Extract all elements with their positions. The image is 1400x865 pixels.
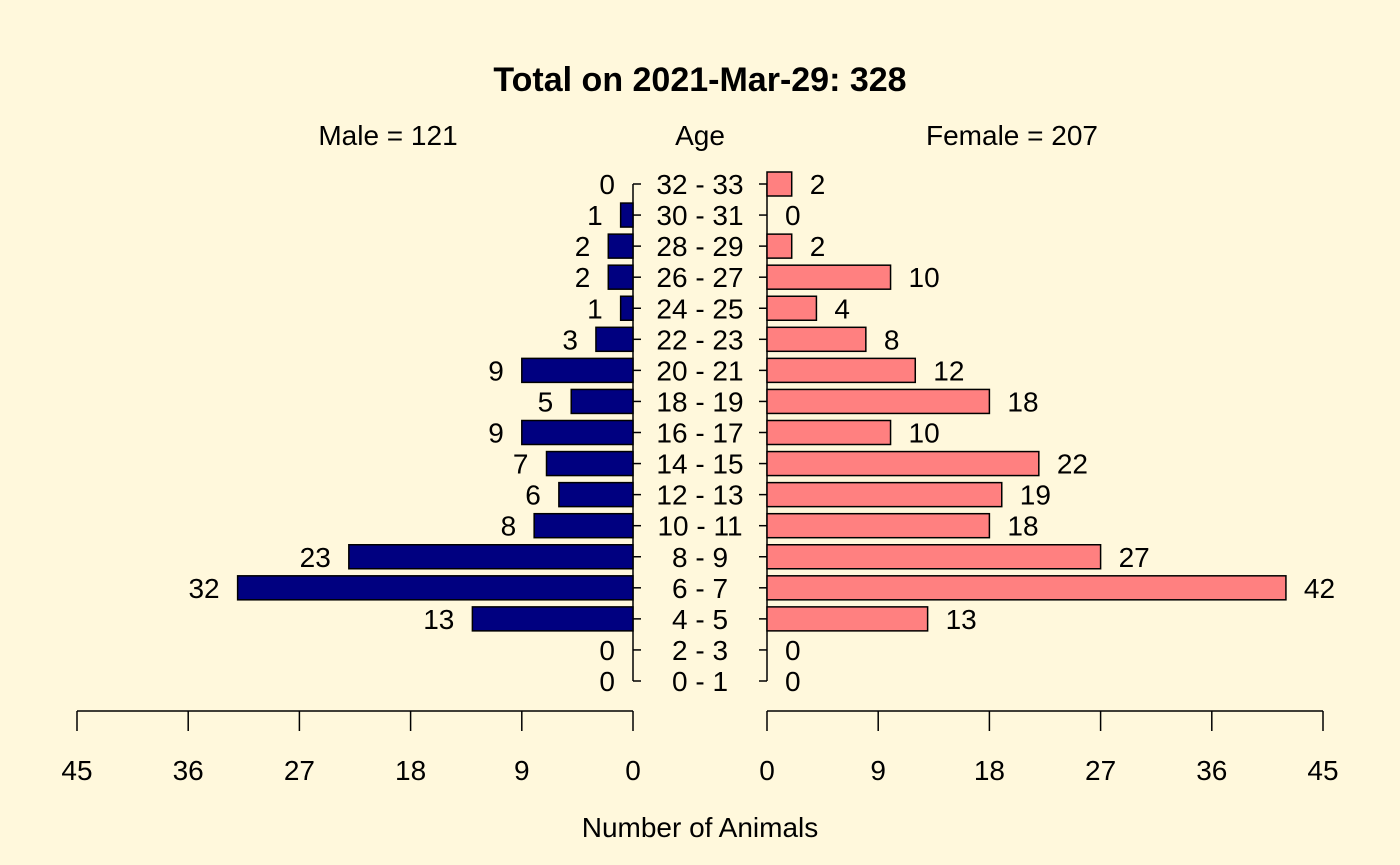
male-value-label: 0 — [599, 169, 615, 200]
male-value-label: 3 — [562, 324, 578, 355]
male-bar — [471, 606, 634, 632]
male-value-label: 0 — [599, 666, 615, 697]
male-bar — [521, 357, 634, 384]
male-value-label: 13 — [423, 604, 454, 635]
female-value-label: 27 — [1119, 542, 1150, 573]
male-bar — [533, 512, 634, 539]
female-value-label: 42 — [1304, 573, 1335, 604]
male-value-label: 0 — [599, 635, 615, 666]
age-category-label: 20 - 21 — [656, 355, 743, 386]
age-category-label: 24 - 25 — [656, 293, 743, 324]
male-value-label: 8 — [501, 511, 517, 542]
x-axis-label: Number of Animals — [582, 812, 819, 843]
male-value-label: 5 — [538, 386, 554, 417]
female-value-label: 12 — [933, 355, 964, 386]
female-bar — [766, 357, 917, 384]
age-category-label: 10 - 11 — [657, 511, 742, 542]
female-value-label: 8 — [884, 324, 900, 355]
female-bar — [766, 295, 818, 321]
male-bar — [236, 575, 634, 601]
female-bar — [766, 388, 991, 415]
male-x-tick-label: 9 — [514, 755, 530, 786]
female-x-tick-label: 0 — [759, 755, 775, 786]
male-x-tick-label: 45 — [61, 755, 92, 786]
male-bar — [521, 419, 634, 446]
female-bar — [766, 264, 892, 290]
male-bar — [619, 295, 634, 321]
female-bar — [766, 606, 929, 632]
male-bar — [619, 202, 634, 228]
female-value-label: 18 — [1007, 511, 1038, 542]
male-bar — [348, 544, 634, 570]
female-bar — [766, 481, 1003, 508]
age-category-label: 4 - 5 — [672, 604, 728, 635]
female-value-label: 22 — [1057, 449, 1088, 480]
age-category-label: 12 - 13 — [656, 480, 743, 511]
female-bar — [766, 419, 892, 446]
female-value-label: 0 — [785, 666, 801, 697]
male-series-label: Male = 121 — [318, 120, 457, 151]
female-bar — [766, 512, 991, 539]
age-category-label: 32 - 33 — [656, 169, 743, 200]
female-bar — [766, 171, 793, 197]
female-value-label: 18 — [1007, 386, 1038, 417]
male-value-label: 6 — [525, 480, 541, 511]
chart-marks: 0 - 10 02 - 30 04 - 513 136 - 732 428 - 923 2… — [61, 169, 1338, 786]
female-value-label: 10 — [909, 262, 940, 293]
age-category-label: 18 - 19 — [656, 386, 743, 417]
male-value-label: 32 — [188, 573, 219, 604]
age-category-label: 16 - 17 — [656, 418, 743, 449]
female-value-label: 2 — [810, 169, 826, 200]
age-category-label: 22 - 23 — [656, 324, 743, 355]
male-x-tick-label: 27 — [284, 755, 315, 786]
male-value-label: 2 — [575, 231, 591, 262]
female-value-label: 10 — [909, 418, 940, 449]
male-bar — [570, 388, 634, 415]
female-value-label: 4 — [834, 293, 850, 324]
female-x-tick-label: 18 — [974, 755, 1005, 786]
female-bar — [766, 326, 867, 353]
chart-title: Total on 2021-Mar-29: 328 — [493, 61, 906, 99]
male-value-label: 1 — [587, 293, 603, 324]
age-category-label: 8 - 9 — [672, 542, 728, 573]
male-bar — [607, 264, 634, 290]
female-bar — [766, 450, 1040, 477]
male-bar — [607, 233, 634, 259]
female-x-tick-label: 9 — [870, 755, 886, 786]
male-x-tick-label: 36 — [173, 755, 204, 786]
female-x-tick-label: 45 — [1307, 755, 1338, 786]
male-value-label: 23 — [300, 542, 331, 573]
age-category-label: 26 - 27 — [656, 262, 743, 293]
male-bar — [545, 450, 634, 477]
female-series-label: Female = 207 — [926, 120, 1098, 151]
male-x-tick-label: 18 — [395, 755, 426, 786]
male-value-label: 9 — [488, 355, 504, 386]
female-bar — [766, 575, 1287, 601]
male-value-label: 2 — [575, 262, 591, 293]
age-category-label: 30 - 31 — [656, 200, 743, 231]
male-bar — [595, 326, 634, 353]
male-value-label: 7 — [513, 449, 529, 480]
age-category-label: 2 - 3 — [672, 635, 728, 666]
female-x-tick-label: 27 — [1085, 755, 1116, 786]
age-category-label: 28 - 29 — [656, 231, 743, 262]
male-x-tick-label: 0 — [625, 755, 641, 786]
female-value-label: 2 — [810, 231, 826, 262]
female-value-label: 0 — [785, 200, 801, 231]
age-axis-label: Age — [675, 120, 725, 151]
female-x-tick-label: 36 — [1196, 755, 1227, 786]
female-bar — [766, 544, 1102, 570]
male-bar — [558, 481, 634, 508]
age-category-label: 6 - 7 — [672, 573, 728, 604]
female-value-label: 13 — [946, 604, 977, 635]
female-bar — [766, 233, 793, 259]
female-value-label: 19 — [1020, 480, 1051, 511]
age-category-label: 14 - 15 — [656, 449, 743, 480]
male-value-label: 9 — [488, 418, 504, 449]
female-value-label: 0 — [785, 635, 801, 666]
age-category-label: 0 - 1 — [672, 666, 728, 697]
male-value-label: 1 — [587, 200, 603, 231]
